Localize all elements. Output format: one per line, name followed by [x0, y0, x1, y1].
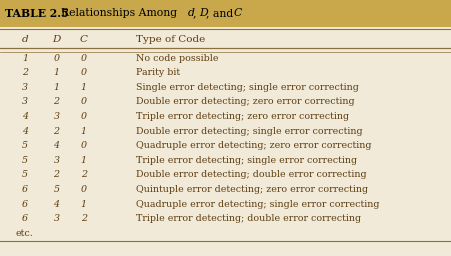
Text: D: D [198, 8, 207, 18]
Text: 4: 4 [22, 126, 28, 136]
Text: 3: 3 [53, 112, 60, 121]
Text: 2: 2 [80, 214, 87, 223]
Text: Single error detecting; single error correcting: Single error detecting; single error cor… [135, 83, 358, 92]
Text: 6: 6 [22, 185, 28, 194]
Text: 1: 1 [80, 199, 87, 209]
Text: 0: 0 [80, 54, 87, 63]
Text: 0: 0 [80, 112, 87, 121]
Text: Double error detecting; zero error correcting: Double error detecting; zero error corre… [135, 97, 354, 106]
Text: d: d [22, 35, 28, 44]
Text: , and: , and [205, 8, 236, 18]
Text: TABLE 2.5: TABLE 2.5 [5, 8, 69, 19]
Text: Double error detecting; single error correcting: Double error detecting; single error cor… [135, 126, 361, 136]
Text: 0: 0 [80, 185, 87, 194]
Text: Quintuple error detecting; zero error correcting: Quintuple error detecting; zero error co… [135, 185, 367, 194]
Text: 6: 6 [22, 199, 28, 209]
Text: Quadruple error detecting; zero error correcting: Quadruple error detecting; zero error co… [135, 141, 370, 150]
Text: 1: 1 [53, 68, 60, 77]
Text: 3: 3 [53, 214, 60, 223]
Text: Relationships Among: Relationships Among [47, 8, 181, 18]
Text: Triple error detecting; double error correcting: Triple error detecting; double error cor… [135, 214, 360, 223]
Text: No code possible: No code possible [135, 54, 218, 63]
Text: 2: 2 [53, 97, 60, 106]
Text: etc.: etc. [16, 229, 34, 238]
Text: 3: 3 [53, 156, 60, 165]
Text: 5: 5 [53, 185, 60, 194]
Text: 3: 3 [22, 97, 28, 106]
Text: 4: 4 [53, 199, 60, 209]
Text: 1: 1 [53, 83, 60, 92]
Text: D: D [52, 35, 60, 44]
Text: Triple error detecting; zero error correcting: Triple error detecting; zero error corre… [135, 112, 348, 121]
Text: Parity bit: Parity bit [135, 68, 179, 77]
Text: Type of Code: Type of Code [135, 35, 204, 44]
Text: 3: 3 [22, 83, 28, 92]
Text: 1: 1 [80, 126, 87, 136]
Bar [0, 0, 451, 27]
Text: 5: 5 [22, 141, 28, 150]
Text: 5: 5 [22, 156, 28, 165]
Text: d: d [187, 8, 194, 18]
Text: 1: 1 [80, 156, 87, 165]
Text: Quadruple error detecting; single error correcting: Quadruple error detecting; single error … [135, 199, 378, 209]
Text: 0: 0 [80, 141, 87, 150]
Text: 2: 2 [22, 68, 28, 77]
Text: ,: , [193, 8, 199, 18]
Text: Triple error detecting; single error correcting: Triple error detecting; single error cor… [135, 156, 356, 165]
Text: C: C [233, 8, 242, 18]
Text: 4: 4 [53, 141, 60, 150]
Text: 2: 2 [53, 170, 60, 179]
Text: Double error detecting; double error correcting: Double error detecting; double error cor… [135, 170, 365, 179]
Text: 2: 2 [53, 126, 60, 136]
Text: 1: 1 [80, 83, 87, 92]
Text: 0: 0 [80, 97, 87, 106]
Text: 2: 2 [80, 170, 87, 179]
Text: 4: 4 [22, 112, 28, 121]
Text: C: C [79, 35, 87, 44]
Text: 6: 6 [22, 214, 28, 223]
Text: 0: 0 [80, 68, 87, 77]
Text: 5: 5 [22, 170, 28, 179]
Text: 0: 0 [53, 54, 60, 63]
Text: 1: 1 [22, 54, 28, 63]
